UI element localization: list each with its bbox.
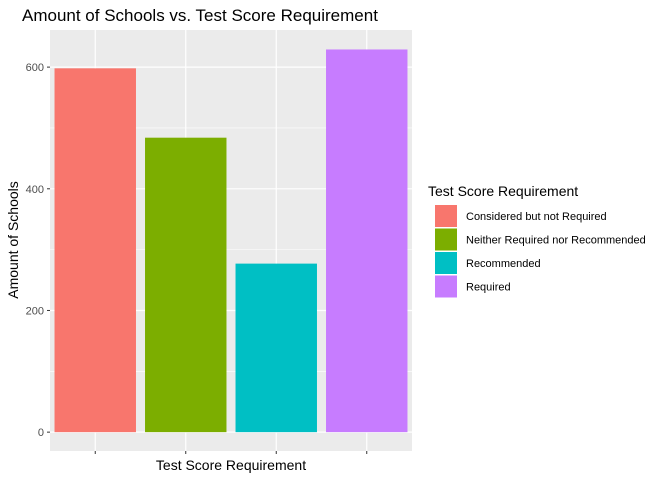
bar [54, 68, 136, 433]
bar [235, 263, 317, 433]
chart-title: Amount of Schools vs. Test Score Require… [22, 6, 378, 25]
x-axis-label: Test Score Requirement [156, 457, 306, 473]
y-tick-label: 400 [26, 184, 44, 196]
legend-label: Considered but not Required [466, 211, 607, 223]
legend-key [435, 252, 457, 274]
y-tick-label: 200 [26, 305, 44, 317]
y-axis-label: Amount of Schools [5, 181, 21, 299]
legend-label: Recommended [466, 258, 541, 270]
legend-label: Required [466, 282, 511, 294]
bar [145, 137, 227, 433]
legend-key [435, 275, 457, 298]
y-tick-label: 600 [26, 62, 44, 74]
legend-key [435, 205, 457, 227]
bar [326, 49, 408, 433]
legend-key [435, 228, 457, 251]
legend-label: Neither Required nor Recommended [466, 235, 646, 247]
y-tick-label: 0 [38, 427, 44, 439]
legend-title: Test Score Requirement [428, 183, 578, 199]
